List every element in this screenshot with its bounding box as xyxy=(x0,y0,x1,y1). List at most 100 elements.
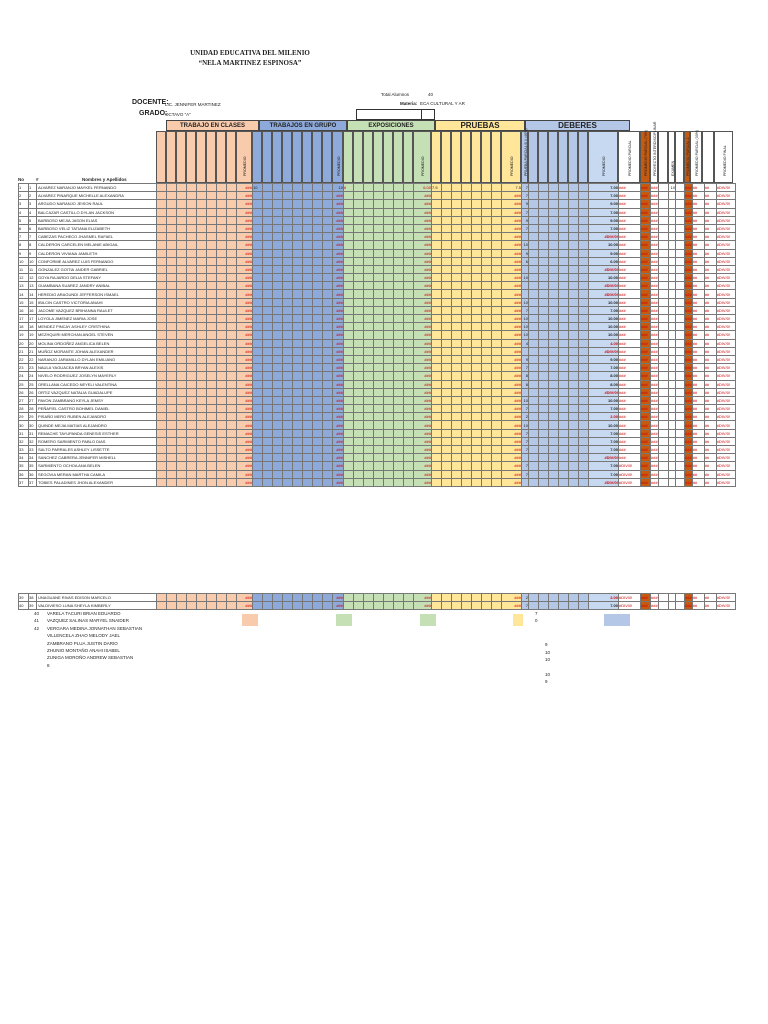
column-header-cell: PROMEDIO xyxy=(236,131,252,183)
examen-value xyxy=(668,420,676,430)
grade-cell xyxy=(312,281,323,291)
grade-cell xyxy=(403,404,414,414)
grade-cell xyxy=(548,338,559,348)
promedio-final: #DIV/0! xyxy=(715,182,736,193)
school-name: UNIDAD EDUCATIVA DEL MILENIO “NELA MARTI… xyxy=(0,48,500,68)
row-no: 39 xyxy=(18,592,29,603)
grade-cell xyxy=(393,199,404,209)
grade-cell xyxy=(568,601,579,611)
grade-cell xyxy=(166,428,177,438)
materia-value: ECA CULTURAL Y AR xyxy=(420,101,465,106)
parcial-2: ### xyxy=(684,477,693,487)
grade-cell xyxy=(312,444,323,455)
promedio-parcial: ### xyxy=(618,281,641,291)
grade-cell xyxy=(363,248,374,258)
grade-cell xyxy=(528,363,539,373)
parcial-2: ### xyxy=(684,313,693,324)
grade-cell xyxy=(675,289,685,299)
grade-cell xyxy=(548,305,559,316)
examen-value xyxy=(668,256,676,266)
promedio-grupo: ### xyxy=(332,207,344,217)
grade-cell xyxy=(272,420,283,430)
grade-cell xyxy=(461,379,472,389)
deber-grade: 7 xyxy=(521,207,529,217)
grade-cell xyxy=(393,379,404,389)
grade-cell xyxy=(322,313,333,324)
grade-cell xyxy=(206,371,217,381)
grade-cell xyxy=(282,223,293,234)
grade-cell xyxy=(383,379,394,389)
grade-cell xyxy=(282,371,293,381)
grade-cell xyxy=(578,223,589,234)
column-header-cell: PROMEDIO PARCIAL 2 xyxy=(684,131,690,183)
promedio-grupo: ### xyxy=(332,461,344,471)
promedio-clases: ### xyxy=(236,264,253,275)
grade-cell xyxy=(528,289,539,299)
grade-cell xyxy=(558,273,569,283)
grupo-grade xyxy=(252,592,263,603)
parcial-extra: ## xyxy=(703,273,717,283)
promedio-expos: ### xyxy=(413,256,432,266)
grade-cell xyxy=(312,363,323,373)
promedio-final: #DIV/0! xyxy=(715,322,736,332)
extra-value: 10 xyxy=(545,671,551,677)
grade-cell xyxy=(658,338,669,348)
grade-cell xyxy=(481,379,492,389)
grade-cell xyxy=(491,223,502,234)
grade-cell xyxy=(216,477,227,487)
grade-cell xyxy=(302,346,313,356)
row-num: 10 xyxy=(28,256,37,266)
grade-cell xyxy=(548,420,559,430)
grade-cell xyxy=(272,281,283,291)
prueba-grade xyxy=(431,379,442,389)
promedio-final: #DIV/0! xyxy=(715,256,736,266)
promedio-parcial: ### xyxy=(618,240,641,250)
grade-cell xyxy=(393,223,404,234)
table-row: 22 22 NARANJO JARAMILLO DYLAN EMILIANO ### #… xyxy=(18,354,736,365)
proyecto-value: ### xyxy=(650,412,659,422)
grade-cell xyxy=(272,215,283,225)
grade-cell xyxy=(282,281,293,291)
grade-cell xyxy=(282,412,293,422)
grade-cell xyxy=(292,215,303,225)
parcial-2: ### xyxy=(684,207,693,217)
grade-cell xyxy=(363,371,374,381)
grade-cell xyxy=(206,273,217,283)
grade-cell xyxy=(176,313,187,324)
grade-cell xyxy=(292,207,303,217)
grade-cell xyxy=(353,461,364,471)
grade-cell xyxy=(216,354,227,365)
grade-cell xyxy=(548,264,559,275)
row-num: 7 xyxy=(28,232,37,242)
promedio-parcial: ### xyxy=(618,363,641,373)
extra-name: ZHUNIO MONTAÑO ANAHI ISABEL xyxy=(47,648,120,653)
grade-cell xyxy=(528,232,539,242)
grade-cell xyxy=(353,273,364,283)
grade-cell xyxy=(461,601,472,611)
row-num: 2 xyxy=(28,191,37,201)
grade-cell xyxy=(548,387,559,397)
grade-cell xyxy=(186,363,197,373)
grade-cell xyxy=(353,477,364,487)
grade-cell xyxy=(282,379,293,389)
grade-cell xyxy=(166,477,177,487)
promedio-clases: ### xyxy=(236,444,253,455)
promedio-parcial: ### xyxy=(618,412,641,422)
grade-cell xyxy=(568,371,579,381)
grade-cell xyxy=(262,313,273,324)
grade-cell xyxy=(282,404,293,414)
grade-cell xyxy=(363,436,374,447)
grade-cell xyxy=(471,469,482,479)
deber-grade: 7 xyxy=(521,436,529,447)
promedio-final: #DIV/0! xyxy=(715,354,736,365)
student-name: ROMERO SARMIENTO PABLO DIAS xyxy=(36,436,157,447)
grade-cell xyxy=(403,461,414,471)
promedio-grupo: ### xyxy=(332,428,344,438)
promedio-final: #DIV/0! xyxy=(715,297,736,307)
extra-name: ZAMBRANO PLUA JUSTIN DARIO xyxy=(47,640,118,646)
grade-cell xyxy=(373,338,384,348)
promedio-parcial: #DIV/0! xyxy=(618,592,641,603)
grade-cell xyxy=(481,199,492,209)
grade-cell xyxy=(558,592,569,603)
promedio-grupo: ### xyxy=(332,305,344,316)
